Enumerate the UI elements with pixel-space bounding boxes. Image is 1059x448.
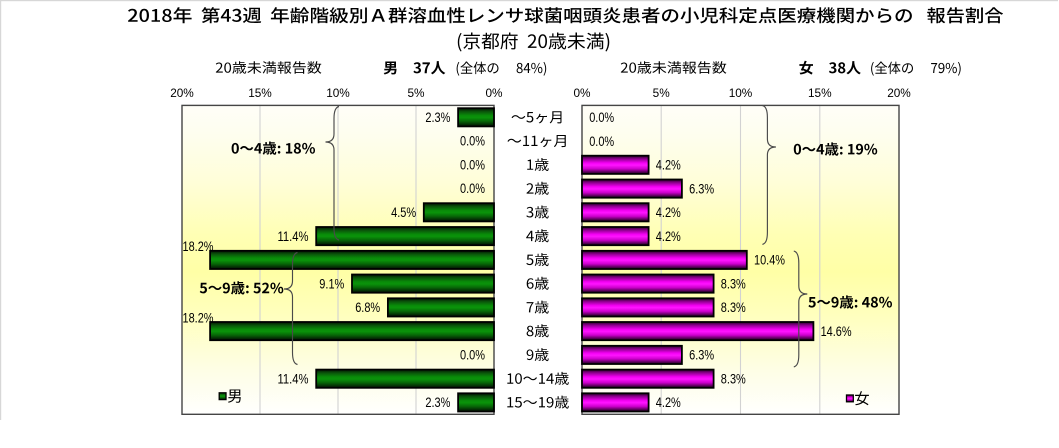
svg-text:8.3%: 8.3% — [721, 276, 746, 291]
svg-text:0.0%: 0.0% — [460, 348, 485, 363]
svg-text:6.3%: 6.3% — [689, 181, 714, 196]
svg-text:10%: 10% — [729, 86, 753, 100]
svg-text:11.4%: 11.4% — [278, 229, 309, 244]
svg-text:2.3%: 2.3% — [425, 110, 450, 125]
svg-text:10.4%: 10.4% — [754, 253, 785, 268]
svg-text:4.5%: 4.5% — [391, 205, 416, 220]
svg-text:11.4%: 11.4% — [278, 372, 309, 387]
svg-text:20%: 20% — [887, 86, 911, 100]
svg-text:0.0%: 0.0% — [460, 181, 485, 196]
svg-text:0.0%: 0.0% — [589, 134, 614, 149]
svg-text:4.2%: 4.2% — [656, 229, 681, 244]
svg-text:14.6%: 14.6% — [821, 324, 852, 339]
svg-text:0%: 0% — [573, 86, 591, 100]
svg-text:15%: 15% — [248, 86, 272, 100]
svg-text:2.3%: 2.3% — [425, 395, 450, 410]
svg-text:5%: 5% — [407, 86, 425, 100]
svg-text:20%: 20% — [170, 86, 194, 100]
svg-text:4.2%: 4.2% — [656, 205, 681, 220]
svg-text:18.2%: 18.2% — [183, 239, 214, 254]
svg-text:6.8%: 6.8% — [355, 300, 380, 315]
svg-text:9.1%: 9.1% — [319, 276, 344, 291]
svg-text:0%: 0% — [485, 86, 503, 100]
svg-text:15%: 15% — [808, 86, 832, 100]
svg-text:0.0%: 0.0% — [589, 110, 614, 125]
svg-text:4.2%: 4.2% — [656, 158, 681, 173]
svg-text:10%: 10% — [326, 86, 350, 100]
svg-text:6.3%: 6.3% — [689, 348, 714, 363]
svg-text:5%: 5% — [653, 86, 671, 100]
svg-text:4.2%: 4.2% — [656, 395, 681, 410]
svg-text:18.2%: 18.2% — [183, 310, 214, 325]
svg-text:8.3%: 8.3% — [721, 300, 746, 315]
svg-text:0.0%: 0.0% — [460, 157, 485, 172]
svg-text:0.0%: 0.0% — [460, 134, 485, 149]
svg-text:8.3%: 8.3% — [721, 372, 746, 387]
